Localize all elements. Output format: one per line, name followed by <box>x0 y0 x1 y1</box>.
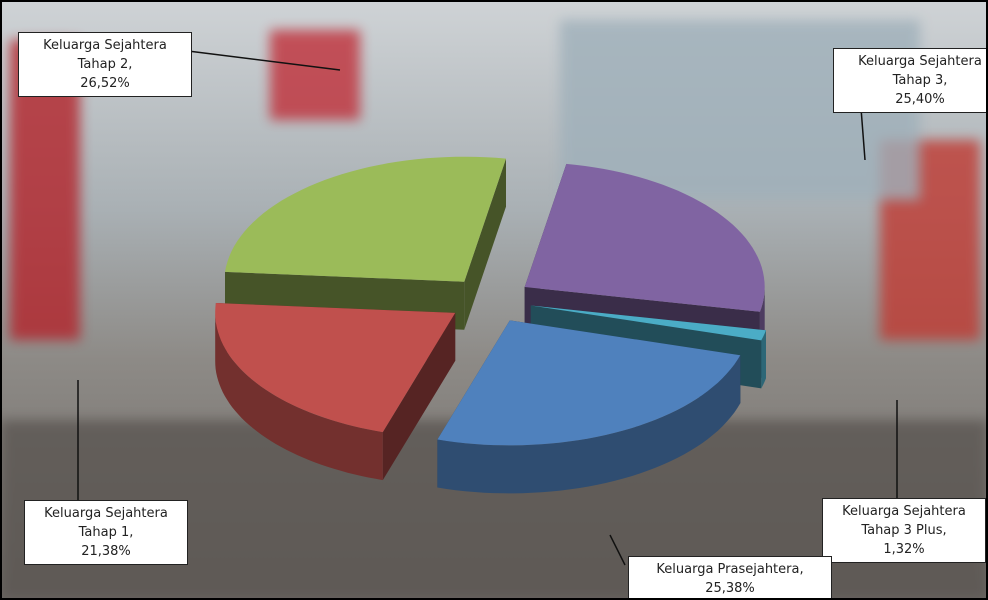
slice <box>215 303 456 481</box>
slice-wall <box>437 355 741 494</box>
slice-wall <box>215 312 383 481</box>
slice-top <box>524 163 765 312</box>
leader-line <box>179 49 341 71</box>
data-label: Keluarga Sejahtera Tahap 2 26,52% <box>18 32 192 97</box>
label-value: 21,38% <box>81 544 131 559</box>
leader-line <box>609 534 626 566</box>
label-value: 1,32% <box>883 542 925 557</box>
label-category: Keluarga Sejahtera Tahap 3 <box>840 52 988 90</box>
label-value: 25,40% <box>895 92 945 107</box>
label-category: Keluarga Prasejahtera <box>635 560 825 579</box>
data-label: Keluarga Sejahtera Tahap 1 21,38% <box>24 500 188 565</box>
label-value: 26,52% <box>80 76 130 91</box>
data-label: Keluarga Prasejahtera 25,38% <box>628 556 832 600</box>
label-value: 25,38% <box>705 581 755 596</box>
slice-wall <box>761 330 766 389</box>
slice-top <box>437 320 741 446</box>
bg-flag <box>270 30 360 120</box>
slice <box>225 156 506 330</box>
slice-top <box>530 305 766 341</box>
label-category: Keluarga Sejahtera Tahap 3 Plus <box>829 502 979 540</box>
slice-top <box>215 303 456 433</box>
slice-side <box>464 158 506 330</box>
slice <box>437 320 741 494</box>
label-category: Keluarga Sejahtera Tahap 1 <box>31 504 181 542</box>
label-category: Keluarga Sejahtera Tahap 2 <box>25 36 185 74</box>
data-label: Keluarga Sejahtera Tahap 3 25,40% <box>833 48 988 113</box>
data-label: Keluarga Sejahtera Tahap 3 Plus 1,32% <box>822 498 986 563</box>
slice-top <box>225 156 506 282</box>
